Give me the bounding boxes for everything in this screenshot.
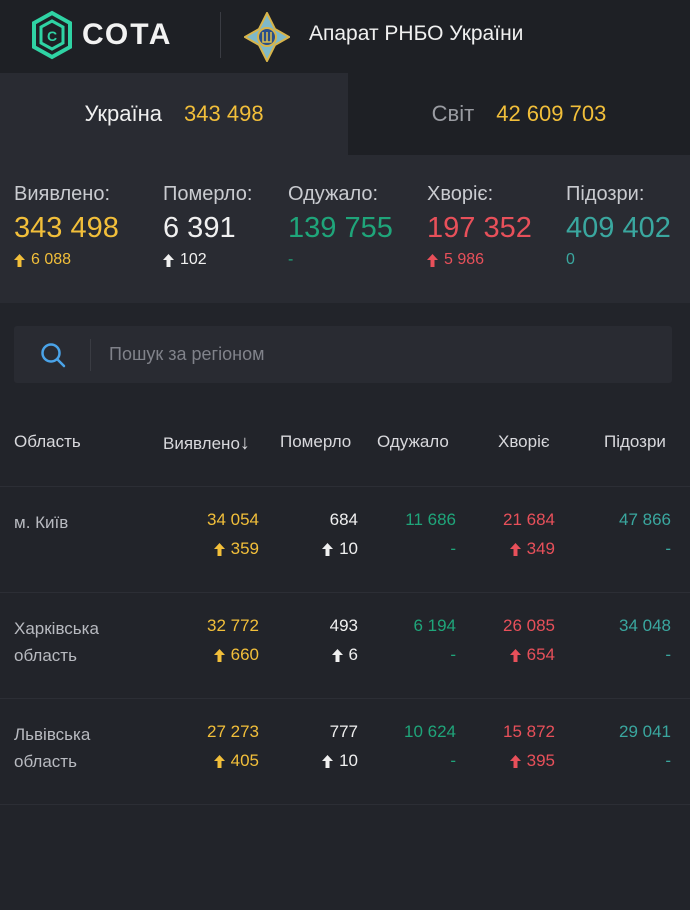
stat-label: Виявлено:: [14, 183, 111, 205]
arrow-up-icon: [322, 542, 334, 556]
deaths-value: 493: [329, 616, 358, 635]
search-icon: [41, 342, 66, 367]
suspected-delta: -: [665, 751, 671, 770]
column-cases[interactable]: Виявлено↓: [163, 432, 250, 455]
arrow-up-icon: [213, 648, 225, 662]
org-name: Апарат РНБО України: [309, 22, 524, 45]
search-input[interactable]: [109, 344, 609, 365]
region-name: м. Київ: [14, 513, 69, 532]
tab-world[interactable]: Світ 42 609 703: [348, 73, 690, 155]
stat-label: Хворіє:: [427, 183, 494, 205]
suspected-value: 29 041: [619, 722, 671, 741]
sick-delta: 395: [526, 751, 555, 770]
search-box[interactable]: [14, 326, 672, 383]
cases-value: 27 273: [207, 722, 259, 741]
row-divider: [0, 804, 690, 910]
column-suspected[interactable]: Підозри: [604, 432, 666, 451]
cases-delta: 405: [230, 751, 259, 770]
stat-0: Виявлено: 343 498 6 088: [14, 183, 119, 269]
deaths-value: 684: [329, 510, 358, 529]
tab-label: Світ: [431, 101, 475, 126]
deaths-value: 777: [329, 722, 358, 741]
search-separator: [90, 338, 91, 371]
rnbo-emblem-icon: [244, 12, 290, 62]
suspected-delta: -: [665, 645, 671, 664]
tab-value: 343 498: [184, 101, 264, 126]
stat-value: 139 755: [288, 212, 393, 244]
column-deaths[interactable]: Померло: [280, 432, 352, 451]
stat-value: 197 352: [427, 212, 532, 244]
svg-text:C: C: [47, 28, 57, 44]
stat-3: Хворіє: 197 352 5 986: [427, 183, 532, 269]
recovered-value: 10 624: [404, 722, 456, 741]
region-tabs: Україна 343 498 Світ 42 609 703: [0, 73, 690, 155]
stat-label: Померло:: [163, 183, 253, 205]
arrow-up-icon: [427, 253, 438, 267]
stats-summary: Виявлено: 343 498 6 088 Померло: 6 391 102 Оду…: [0, 155, 690, 303]
stat-delta: 6 088: [31, 251, 72, 268]
arrow-up-icon: [331, 648, 343, 662]
column-recovered[interactable]: Одужало: [377, 432, 449, 451]
cases-delta: 359: [230, 539, 259, 558]
stat-2: Одужало: 139 755 -: [288, 183, 393, 269]
sick-delta: 654: [526, 645, 555, 664]
arrow-up-icon: [509, 542, 521, 556]
stat-delta: 5 986: [444, 251, 485, 268]
recovered-delta: -: [450, 539, 456, 558]
recovered-delta: -: [450, 645, 456, 664]
tab-ukraine[interactable]: Україна 343 498: [0, 73, 348, 155]
arrow-up-icon: [163, 253, 174, 267]
suspected-value: 47 866: [619, 510, 671, 529]
region-name: Харківська область: [14, 619, 99, 665]
cases-value: 34 054: [207, 510, 259, 529]
suspected-delta: -: [665, 539, 671, 558]
sick-delta: 349: [526, 539, 555, 558]
sort-desc-icon: ↓: [239, 432, 250, 454]
cota-logo-icon: C: [32, 10, 72, 60]
suspected-value: 34 048: [619, 616, 671, 635]
stat-delta: -: [288, 251, 294, 268]
column-label: Виявлено: [163, 434, 240, 453]
deaths-delta: 6: [348, 645, 358, 664]
tab-label: Україна: [84, 101, 163, 126]
deaths-delta: 10: [339, 539, 358, 558]
stat-value: 409 402: [566, 212, 671, 244]
recovered-delta: -: [450, 751, 456, 770]
stat-1: Померло: 6 391 102: [163, 183, 252, 269]
divider: [220, 12, 221, 58]
cases-value: 32 772: [207, 616, 259, 635]
arrow-up-icon: [213, 754, 225, 768]
sick-value: 15 872: [503, 722, 555, 741]
column-region[interactable]: Область: [14, 432, 81, 451]
stat-value: 343 498: [14, 212, 119, 244]
arrow-up-icon: [14, 253, 25, 267]
table-row[interactable]: м. Київ 34 054 359 684 10 11 686 - 21 684 349 47 …: [0, 486, 690, 592]
cota-logo[interactable]: C СОТА: [30, 10, 172, 60]
cases-delta: 660: [230, 645, 259, 664]
arrow-up-icon: [213, 542, 225, 556]
deaths-delta: 10: [339, 751, 358, 770]
stat-label: Одужало:: [288, 183, 379, 205]
column-sick[interactable]: Хворіє: [498, 432, 550, 451]
sick-value: 26 085: [503, 616, 555, 635]
recovered-value: 6 194: [413, 616, 456, 635]
arrow-up-icon: [509, 648, 521, 662]
arrow-up-icon: [509, 754, 521, 768]
sick-value: 21 684: [503, 510, 555, 529]
table-header: Область Виявлено↓ Померло Одужало Хворіє…: [0, 432, 690, 456]
stat-delta: 0: [566, 251, 575, 268]
table-row[interactable]: Харківська область 32 772 660 493 6 6 194 - 26 …: [0, 592, 690, 698]
region-name: Львівська область: [14, 725, 91, 771]
table-row[interactable]: Львівська область 27 273 405 777 10 10 624 - 15…: [0, 698, 690, 804]
top-bar: C СОТА Апарат РНБО України: [0, 0, 690, 73]
recovered-value: 11 686: [405, 510, 456, 529]
logo-text: СОТА: [82, 18, 173, 51]
stat-delta: 102: [180, 251, 207, 268]
tab-value: 42 609 703: [496, 101, 607, 126]
stat-4: Підозри: 409 402 0: [566, 183, 671, 269]
arrow-up-icon: [322, 754, 334, 768]
stat-label: Підозри:: [566, 183, 645, 205]
stat-value: 6 391: [163, 212, 236, 244]
